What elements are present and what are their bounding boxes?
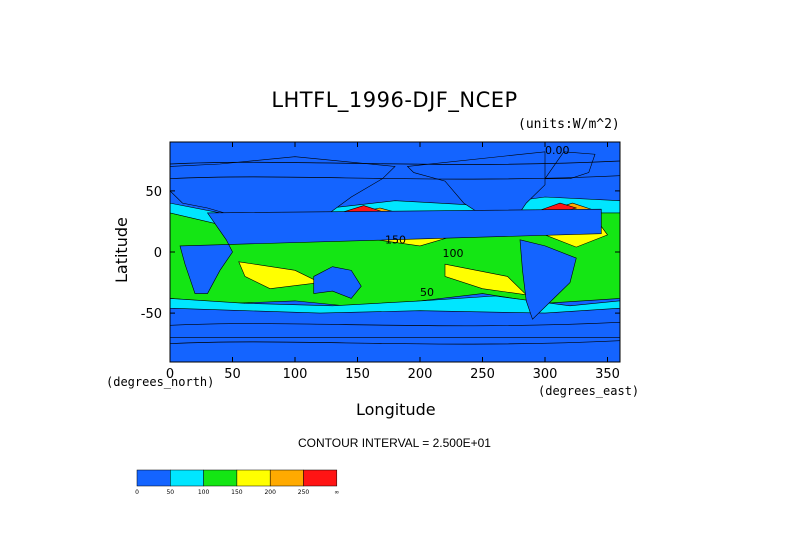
contour-line (169, 160, 621, 165)
x-tick-label: 50 (224, 367, 241, 382)
colorbar-label: 150 (231, 489, 243, 496)
contour-line (169, 340, 621, 345)
colorbar-swatch (203, 469, 238, 487)
south-pacific-yellow (444, 263, 528, 296)
y-tick-label: -50 (141, 307, 162, 322)
colorbar-swatch (236, 469, 271, 487)
y-unit-note: (degrees_north) (106, 375, 215, 389)
africa-land (179, 208, 602, 294)
y-tick-label: 50 (145, 185, 162, 200)
colorbar-swatch (269, 469, 304, 487)
y-axis-label: Latitude (112, 217, 131, 283)
colorbar-swatch (170, 469, 204, 487)
contour-interval: CONTOUR INTERVAL = 2.500E+01 (298, 436, 491, 450)
contour-label: 100 (443, 247, 464, 260)
x-tick-label: 150 (345, 367, 370, 382)
indian-ocean-yellow (238, 261, 322, 289)
chart-title: LHTFL_1996-DJF_NCEP (271, 88, 518, 112)
colorbar-label: 50 (166, 489, 174, 496)
greenland-land (544, 151, 596, 179)
south-america-land (519, 239, 577, 320)
contour-line (169, 175, 621, 180)
x-tick-label: 200 (408, 367, 433, 382)
x-tick-label: 100 (283, 367, 308, 382)
colorbar-label: ∞ (334, 489, 339, 496)
contour-label: 0.00 (545, 144, 570, 157)
units-note: (units:W/m^2) (518, 117, 620, 132)
x-axis-label: Longitude (356, 400, 436, 419)
x-tick-label: 300 (533, 367, 558, 382)
australia-land (313, 266, 362, 299)
colorbar-swatch (303, 469, 338, 487)
colorbar-label: 0 (135, 489, 139, 496)
contour-line (169, 321, 621, 327)
colorbar-label: 100 (198, 489, 210, 496)
colorbar-label: 250 (298, 489, 310, 496)
x-tick-label: 350 (595, 367, 620, 382)
x-tick-label: 0 (166, 367, 174, 382)
colorbar-swatch (136, 469, 171, 487)
y-tick-label: 0 (154, 246, 162, 261)
contour-label: 150 (385, 233, 406, 246)
contour-label: 50 (420, 286, 434, 299)
antarctica-land (169, 337, 621, 363)
x-tick-label: 250 (470, 367, 495, 382)
colorbar-label: 200 (264, 489, 276, 496)
x-unit-note: (degrees_east) (538, 384, 640, 398)
